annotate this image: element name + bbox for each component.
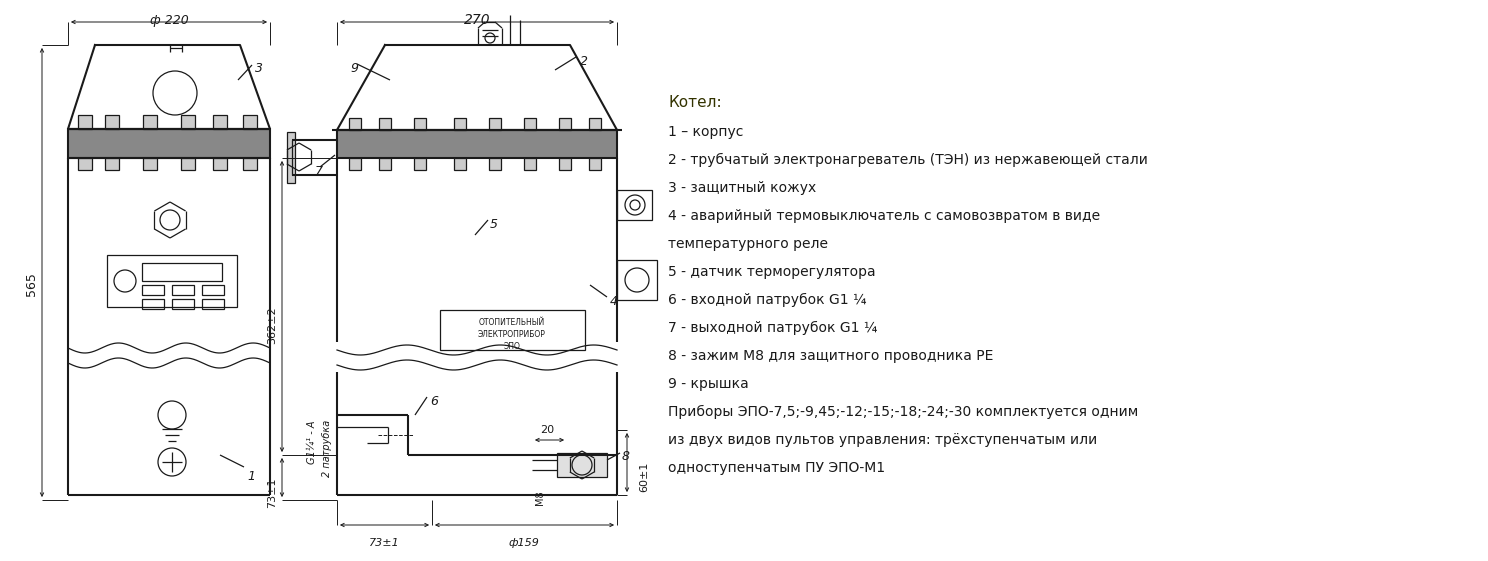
Text: ЭЛЕКТРОПРИБОР: ЭЛЕКТРОПРИБОР bbox=[478, 330, 546, 339]
Bar bbox=[414, 118, 426, 130]
Bar bbox=[182, 158, 195, 170]
Text: температурного реле: температурного реле bbox=[668, 237, 827, 251]
Text: 60±1: 60±1 bbox=[638, 462, 649, 493]
Bar bbox=[141, 299, 164, 309]
Bar bbox=[454, 158, 466, 170]
Bar bbox=[143, 158, 158, 170]
Text: 3: 3 bbox=[254, 62, 263, 75]
Bar bbox=[107, 255, 237, 307]
Text: 1 – корпус: 1 – корпус bbox=[668, 125, 744, 139]
Text: 4: 4 bbox=[610, 295, 618, 308]
Bar bbox=[414, 158, 426, 170]
Bar bbox=[243, 158, 257, 170]
Bar bbox=[559, 158, 571, 170]
Bar bbox=[106, 158, 119, 170]
Bar bbox=[557, 453, 607, 477]
Text: Приборы ЭПО-7,5;-9,45;-12;-15;-18;-24;-30 комплектуется одним: Приборы ЭПО-7,5;-9,45;-12;-15;-18;-24;-3… bbox=[668, 405, 1138, 419]
Bar bbox=[182, 115, 195, 129]
Text: 2 патрубка: 2 патрубка bbox=[321, 420, 332, 477]
Bar bbox=[68, 129, 269, 158]
Bar bbox=[490, 118, 501, 130]
Text: 8: 8 bbox=[622, 450, 629, 463]
Bar bbox=[213, 158, 228, 170]
Text: 362±2: 362±2 bbox=[266, 306, 277, 344]
Bar bbox=[77, 158, 92, 170]
Bar bbox=[287, 132, 295, 183]
Text: G1¼¹ - A: G1¼¹ - A bbox=[307, 420, 317, 463]
Text: 4 - аварийный термовыключатель с самовозвратом в виде: 4 - аварийный термовыключатель с самовоз… bbox=[668, 209, 1100, 223]
Bar bbox=[243, 115, 257, 129]
Bar bbox=[618, 260, 658, 300]
Text: ЭПО: ЭПО bbox=[503, 342, 521, 351]
Bar bbox=[77, 115, 92, 129]
Text: 6: 6 bbox=[430, 395, 437, 408]
Text: 20: 20 bbox=[540, 425, 554, 435]
Text: 9 - крышка: 9 - крышка bbox=[668, 377, 748, 391]
Text: 565: 565 bbox=[25, 272, 39, 296]
Bar bbox=[559, 118, 571, 130]
Bar bbox=[173, 299, 193, 309]
Text: 73±1: 73±1 bbox=[266, 477, 277, 508]
Bar bbox=[213, 115, 228, 129]
Bar bbox=[106, 115, 119, 129]
Text: 5: 5 bbox=[490, 218, 498, 231]
Bar bbox=[350, 158, 362, 170]
Bar bbox=[141, 263, 222, 281]
Text: 9: 9 bbox=[350, 62, 359, 75]
Text: из двух видов пультов управления: трёхступенчатым или: из двух видов пультов управления: трёхст… bbox=[668, 433, 1097, 447]
Text: Котел:: Котел: bbox=[668, 95, 722, 110]
Text: 2: 2 bbox=[580, 55, 588, 68]
Bar bbox=[202, 299, 225, 309]
Bar bbox=[350, 118, 362, 130]
Bar bbox=[141, 285, 164, 295]
Bar bbox=[173, 285, 193, 295]
Text: 270: 270 bbox=[464, 13, 491, 27]
Bar bbox=[379, 118, 391, 130]
Text: 7 - выходной патрубок G1 ¼: 7 - выходной патрубок G1 ¼ bbox=[668, 321, 878, 335]
Text: одноступенчатым ПУ ЭПО-М1: одноступенчатым ПУ ЭПО-М1 bbox=[668, 461, 885, 475]
Text: 7: 7 bbox=[315, 165, 323, 178]
Bar bbox=[336, 130, 618, 158]
Bar bbox=[202, 285, 225, 295]
Bar bbox=[589, 118, 601, 130]
Text: ф 220: ф 220 bbox=[150, 14, 189, 27]
Text: 6 - входной патрубок G1 ¼: 6 - входной патрубок G1 ¼ bbox=[668, 293, 866, 307]
Bar bbox=[454, 118, 466, 130]
Bar bbox=[524, 158, 536, 170]
Text: 2 - трубчатый электронагреватель (ТЭН) из нержавеющей стали: 2 - трубчатый электронагреватель (ТЭН) и… bbox=[668, 153, 1147, 167]
Text: 73±1: 73±1 bbox=[369, 538, 399, 548]
Bar bbox=[524, 118, 536, 130]
Text: 8 - зажим М8 для защитного проводника РЕ: 8 - зажим М8 для защитного проводника РЕ bbox=[668, 349, 994, 363]
Bar bbox=[379, 158, 391, 170]
Bar bbox=[589, 158, 601, 170]
Bar bbox=[490, 158, 501, 170]
Bar bbox=[440, 310, 585, 350]
Bar bbox=[143, 115, 158, 129]
Text: 3 - защитный кожух: 3 - защитный кожух bbox=[668, 181, 817, 195]
Bar bbox=[618, 190, 652, 220]
Text: 1: 1 bbox=[247, 470, 254, 483]
Text: ф159: ф159 bbox=[509, 538, 540, 548]
Text: М8: М8 bbox=[536, 490, 545, 505]
Text: ОТОПИТЕЛЬНЫЙ: ОТОПИТЕЛЬНЫЙ bbox=[479, 318, 545, 327]
Text: 5 - датчик терморегулятора: 5 - датчик терморегулятора bbox=[668, 265, 875, 279]
